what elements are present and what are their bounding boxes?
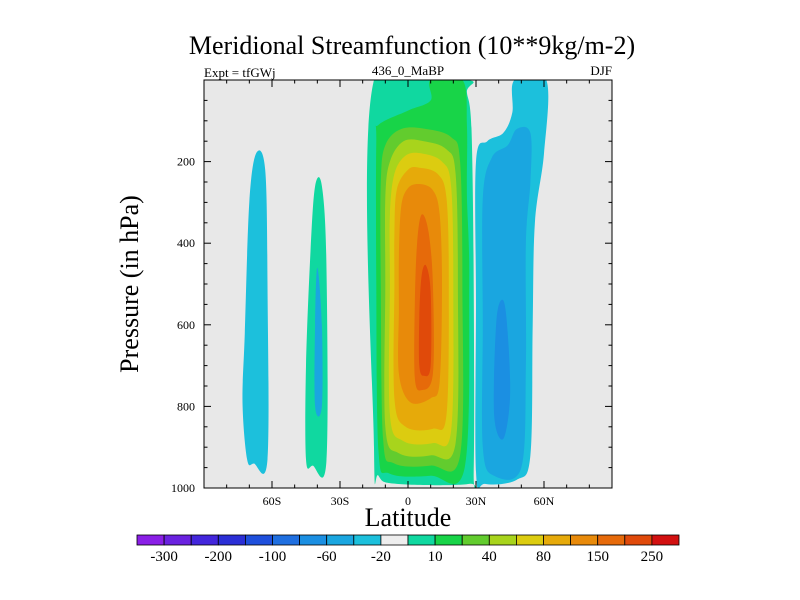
colorbar-label-4: -20 xyxy=(371,549,391,565)
colorbar-box-4 xyxy=(244,534,273,546)
colorbar-box-10 xyxy=(407,534,436,546)
y-tick-label-3: 800 xyxy=(177,399,195,413)
colorbar-box-7 xyxy=(326,534,355,546)
colorbar-box-2 xyxy=(190,534,219,546)
chart-title: Meridional Streamfunction (10**9kg/m-2) xyxy=(189,31,635,60)
colorbar-label-0: -300 xyxy=(150,549,178,565)
colorbar-box-18 xyxy=(624,534,653,546)
y-tick-label-1: 400 xyxy=(177,236,195,250)
axis-ticks: 60S 30S 0 30N 60N 200 400 600 800 1000 xyxy=(171,80,612,508)
colorbar-label-9: 250 xyxy=(641,549,664,565)
x-tick-label-1: 30S xyxy=(331,494,350,508)
colorbar-box-6 xyxy=(299,534,328,546)
x-tick-label-4: 60N xyxy=(534,494,555,508)
colorbar-box-13 xyxy=(488,534,517,546)
colorbar-box-14 xyxy=(516,534,544,546)
y-tick-label-4: 1000 xyxy=(171,481,195,495)
colorbar-box-19 xyxy=(651,534,680,546)
colorbar-label-1: -200 xyxy=(205,549,233,565)
colorbar-label-6: 40 xyxy=(482,549,497,565)
season-label: DJF xyxy=(590,63,612,78)
colorbar-box-1 xyxy=(163,534,192,546)
colorbar-box-11 xyxy=(434,534,463,546)
contour-region-6 xyxy=(493,299,511,440)
colorbar-box-3 xyxy=(217,534,246,546)
y-tick-label-0: 200 xyxy=(177,155,195,169)
contour-region-14 xyxy=(418,264,432,377)
contour-region-0 xyxy=(242,150,269,474)
y-axis-title: Pressure (in hPa) xyxy=(115,195,144,373)
colorbar-box-17 xyxy=(597,534,626,546)
colorbar-box-8 xyxy=(353,534,382,546)
x-tick-label-0: 60S xyxy=(263,494,282,508)
x-tick-label-2: 0 xyxy=(405,494,411,508)
y-tick-label-2: 600 xyxy=(177,318,195,332)
colorbar-box-12 xyxy=(461,534,490,546)
colorbar-box-9 xyxy=(380,534,409,546)
colorbar: -300 -200 -100 -60 -20 10 40 80 150 250 xyxy=(136,534,680,565)
x-tick-label-3: 30N xyxy=(466,494,487,508)
contour-fills xyxy=(242,80,549,488)
contour-region-2 xyxy=(314,267,323,417)
colorbar-box-0 xyxy=(136,534,165,546)
experiment-label: Expt = tfGWj xyxy=(204,65,276,80)
run-label: 436_0_MaBP xyxy=(372,63,444,78)
colorbar-box-15 xyxy=(543,534,572,546)
colorbar-label-8: 150 xyxy=(586,549,609,565)
x-axis-title: Latitude xyxy=(365,503,452,532)
colorbar-label-5: 10 xyxy=(428,549,443,565)
colorbar-box-16 xyxy=(570,534,599,546)
colorbar-box-5 xyxy=(272,534,301,546)
colorbar-label-7: 80 xyxy=(536,549,551,565)
colorbar-label-2: -100 xyxy=(259,549,287,565)
colorbar-label-3: -60 xyxy=(317,549,337,565)
